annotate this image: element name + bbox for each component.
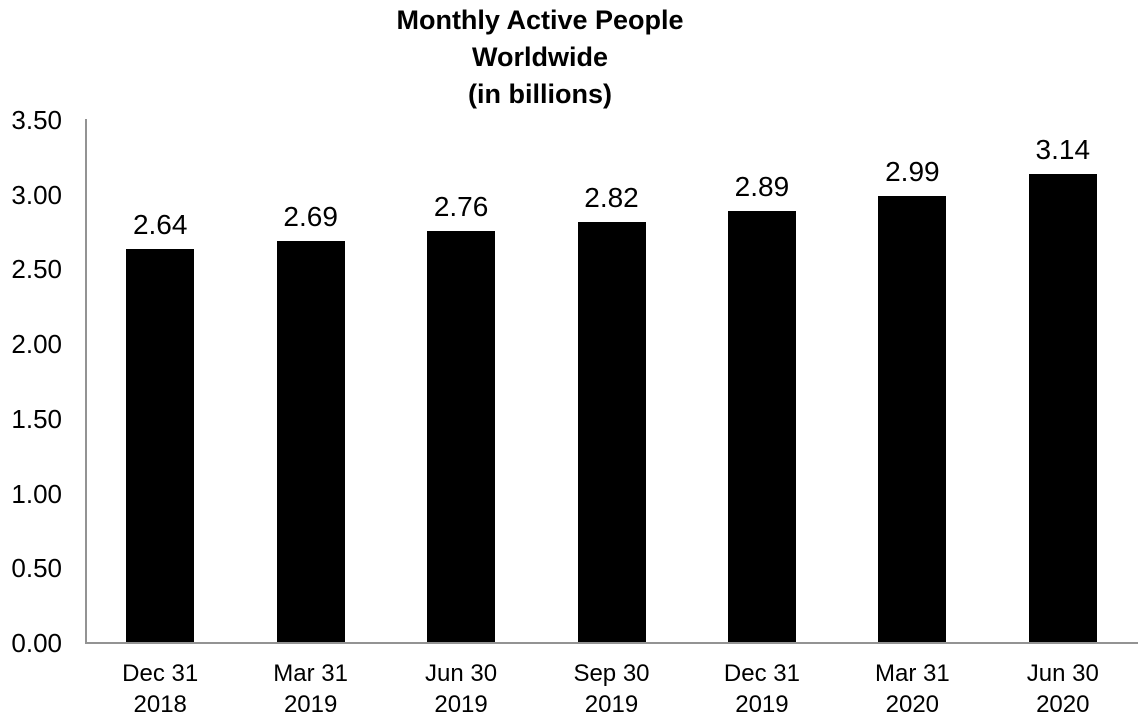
bar — [276, 241, 345, 642]
y-tick-label: 0.00 — [11, 628, 62, 658]
bar-value-label: 2.76 — [433, 190, 489, 222]
bar-value-label: 2.89 — [734, 171, 790, 203]
chart-title: Monthly Active People Worldwide (in bill… — [240, 2, 840, 113]
x-category-label-line-1: Jun 30 — [425, 660, 498, 687]
bar-value-label: 2.64 — [132, 208, 188, 240]
x-category-label-line-1: Dec 31 — [122, 660, 199, 687]
bar — [727, 211, 796, 642]
bar — [577, 221, 646, 642]
x-category-label: Sep 30 2019 — [537, 658, 687, 720]
bar-value-label: 2.69 — [283, 201, 338, 233]
x-category-label-line-2: 2019 — [434, 691, 488, 718]
bar — [1028, 173, 1097, 642]
y-tick-label: 3.00 — [11, 179, 62, 210]
x-axis-line — [85, 642, 1138, 644]
bar — [427, 230, 496, 642]
x-category-label-line-2: 2020 — [885, 691, 940, 718]
bar — [878, 196, 947, 642]
y-tick-label: 2.50 — [11, 254, 62, 285]
x-category-label-line-2: 2019 — [584, 691, 639, 718]
x-category-label: Mar 31 2020 — [837, 658, 987, 720]
x-category-label: Jun 30 2019 — [386, 658, 536, 720]
bar-value-label: 3.14 — [1035, 133, 1091, 165]
bar-value-label: 2.82 — [584, 181, 639, 213]
y-tick-label: 1.00 — [11, 478, 62, 509]
x-category-label: Dec 31 2019 — [687, 658, 837, 720]
y-axis-line — [85, 119, 87, 644]
x-category-label-line-1: Mar 31 — [874, 660, 950, 687]
y-tick-label: 1.50 — [11, 403, 62, 434]
bar — [126, 248, 195, 642]
bar-value-label: 2.99 — [885, 156, 940, 188]
y-tick-label: 0.50 — [11, 553, 62, 584]
x-category-label-line-1: Dec 31 — [723, 660, 800, 687]
x-category-label-line-1: Sep 30 — [573, 660, 650, 687]
x-category-label-line-1: Jun 30 — [1026, 660, 1099, 687]
x-category-label-line-2: 2019 — [735, 691, 789, 718]
x-category-label-line-2: 2019 — [283, 691, 338, 718]
x-category-label-line-2: 2020 — [1036, 691, 1090, 718]
x-category-label: Dec 31 2018 — [85, 658, 235, 720]
x-category-label-line-2: 2018 — [133, 691, 187, 718]
chart-title-line-3: (in billions) — [468, 79, 612, 109]
x-category-label: Jun 30 2020 — [988, 658, 1138, 720]
chart-title-line-1: Monthly Active People — [396, 5, 684, 35]
y-tick-label: 2.00 — [11, 329, 62, 360]
x-category-label-line-1: Mar 31 — [273, 660, 348, 687]
x-category-label: Mar 31 2019 — [236, 658, 386, 720]
y-tick-label: 3.50 — [11, 105, 62, 135]
chart-title-line-2: Worldwide — [471, 42, 608, 72]
